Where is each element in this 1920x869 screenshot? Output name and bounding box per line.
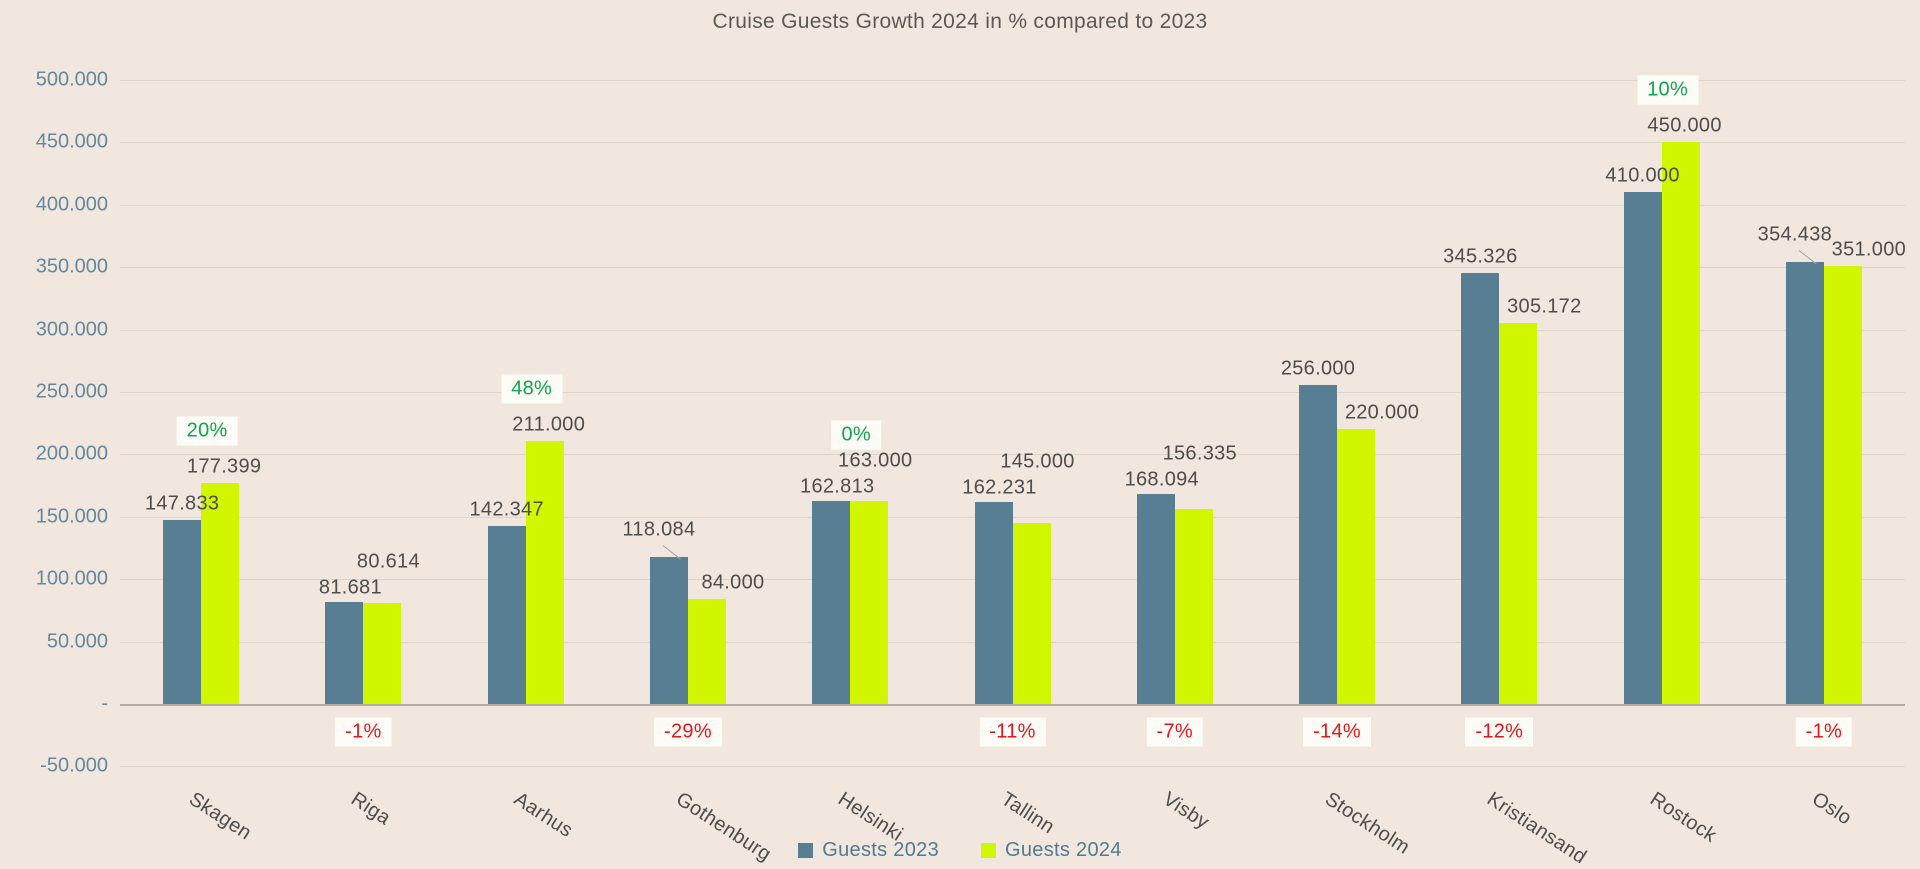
- gridline: [120, 142, 1905, 144]
- value-label-2023: 168.094: [1124, 468, 1199, 491]
- value-label-2024: 80.614: [356, 550, 420, 573]
- gridline: [120, 80, 1905, 81]
- growth-badge: 0%: [831, 420, 881, 450]
- bar-guests-2023: [325, 602, 364, 704]
- value-label-2024: 220.000: [1344, 401, 1420, 424]
- bar-guests-2024: [1012, 523, 1051, 704]
- x-axis-line: [120, 704, 1905, 706]
- bar-guests-2023: [649, 556, 688, 704]
- growth-badge: -1%: [1795, 717, 1853, 747]
- bar-guests-2023: [1623, 192, 1662, 704]
- legend-label-2023: Guests 2023: [822, 839, 939, 861]
- growth-badge: -12%: [1465, 717, 1534, 747]
- y-axis-tick-label: 100.000: [35, 567, 108, 590]
- y-axis-tick-label: 200.000: [35, 442, 108, 465]
- bar-guests-2023: [163, 519, 202, 704]
- value-label-2023: 162.813: [800, 475, 875, 498]
- bar-guests-2023: [1136, 494, 1175, 704]
- x-axis-label: Helsinki: [834, 788, 907, 846]
- value-label-2024: 351.000: [1831, 238, 1907, 261]
- x-axis-label: Aarhus: [509, 788, 577, 842]
- y-axis-tick-label: 300.000: [35, 318, 108, 341]
- legend-swatch-2024: [981, 843, 996, 858]
- growth-badge: -29%: [654, 717, 722, 747]
- growth-badge: 48%: [501, 374, 563, 404]
- bar-guests-2024: [525, 440, 564, 704]
- y-axis-tick-label: -: [101, 692, 108, 715]
- value-label-2023: 345.326: [1443, 245, 1518, 268]
- gridline: [120, 392, 1905, 393]
- bar-guests-2024: [201, 482, 240, 704]
- y-axis-tick-label: 350.000: [35, 255, 108, 278]
- value-label-2023: 142.347: [469, 498, 544, 521]
- y-axis-tick-label: 250.000: [35, 380, 108, 403]
- bar-guests-2023: [974, 501, 1013, 704]
- growth-badge: -14%: [1303, 717, 1371, 747]
- value-label-2024: 177.399: [186, 455, 262, 478]
- x-axis-label: Tallinn: [996, 788, 1058, 839]
- value-label-2023: 118.084: [622, 518, 696, 541]
- chart-title: Cruise Guests Growth 2024 in % compared …: [712, 10, 1208, 33]
- value-label-2024: 145.000: [1000, 450, 1075, 473]
- x-axis-label: Oslo: [1807, 788, 1856, 830]
- gridline: [120, 204, 1905, 206]
- growth-badge: -11%: [979, 717, 1046, 747]
- legend-label-2024: Guests 2024: [1005, 839, 1122, 861]
- value-label-2023: 354.438: [1757, 223, 1833, 246]
- x-axis-label: Riga: [347, 788, 395, 830]
- legend-item-guests-2023: Guests 2023: [798, 839, 939, 862]
- legend-swatch-2023: [798, 843, 814, 858]
- growth-badge: -7%: [1146, 717, 1203, 747]
- value-label-2023: 162.231: [962, 476, 1037, 499]
- bar-guests-2023: [1785, 261, 1824, 704]
- gridline: [120, 267, 1905, 269]
- growth-badge: 10%: [1637, 75, 1699, 105]
- value-label-2023: 256.000: [1280, 357, 1356, 379]
- value-label-2024: 305.172: [1507, 295, 1582, 318]
- value-label-2024: 211.000: [512, 413, 586, 436]
- gridline: [120, 329, 1905, 331]
- y-axis-tick-label: 500.000: [35, 68, 108, 91]
- legend-item-guests-2024: Guests 2024: [981, 839, 1122, 862]
- value-label-2024: 450.000: [1647, 114, 1722, 137]
- x-axis-label: Visby: [1158, 788, 1213, 834]
- y-axis-tick-label: 400.000: [35, 193, 108, 216]
- gridline: [120, 454, 1905, 456]
- legend: Guests 2023 Guests 2024: [0, 839, 1920, 862]
- bar-guests-2024: [687, 599, 726, 704]
- bar-guests-2023: [1299, 384, 1338, 704]
- value-label-2023: 81.681: [318, 576, 382, 599]
- bar-guests-2023: [1461, 273, 1500, 704]
- gridline: [120, 516, 1905, 518]
- bar-guests-2024: [363, 603, 402, 704]
- growth-badge: -1%: [335, 717, 392, 747]
- growth-badge: 20%: [176, 416, 238, 446]
- bar-guests-2024: [1499, 323, 1538, 704]
- bar-guests-2024: [1823, 265, 1862, 704]
- y-axis-tick-label: 50.000: [46, 630, 108, 653]
- value-label-2024: 156.335: [1162, 442, 1237, 465]
- y-axis-tick-label: -50.000: [40, 754, 108, 777]
- x-axis-label: Skagen: [185, 788, 256, 845]
- bar-guests-2024: [1174, 508, 1213, 704]
- bar-guests-2024: [1661, 142, 1700, 704]
- bar-guests-2023: [812, 500, 851, 704]
- value-label-2024: 84.000: [701, 571, 765, 594]
- value-label-2023: 147.833: [144, 492, 220, 514]
- value-label-2024: 163.000: [838, 449, 913, 472]
- value-label-2023: 410.000: [1605, 164, 1680, 187]
- bar-guests-2024: [1337, 429, 1376, 704]
- y-axis-tick-label: 150.000: [35, 505, 108, 528]
- gridline: [120, 766, 1905, 768]
- bar-guests-2023: [487, 526, 526, 704]
- y-axis-tick-label: 450.000: [35, 130, 108, 153]
- bar-guests-2024: [850, 500, 889, 704]
